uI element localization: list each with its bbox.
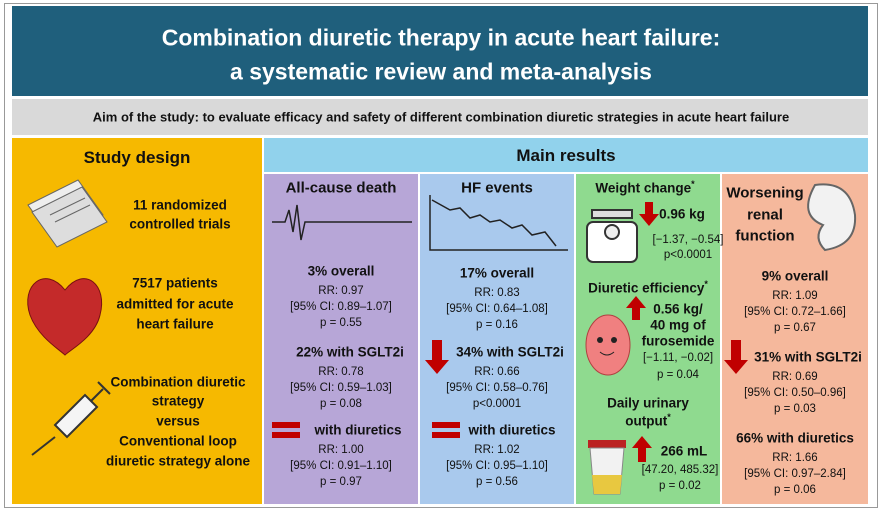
footnote-marker: * bbox=[691, 178, 695, 189]
equals-icon bbox=[432, 422, 460, 438]
result-line: [95% CI: 0.97–2.84] bbox=[744, 468, 846, 480]
study-item: Conventional loop bbox=[119, 433, 237, 449]
result-heading: furosemide bbox=[641, 333, 715, 349]
result-line: RR: 1.66 bbox=[772, 452, 818, 464]
result-heading: 9% overall bbox=[761, 268, 829, 284]
result-line: [95% CI: 0.58–0.76] bbox=[446, 382, 548, 394]
result-heading: 0.96 kg bbox=[659, 206, 705, 222]
result-heading: 34% with SGLT2i bbox=[456, 344, 564, 360]
down-arrow bbox=[639, 202, 659, 226]
result-heading: 40 mg of bbox=[650, 317, 706, 333]
study-item: diuretic strategy alone bbox=[105, 453, 251, 469]
section-title: Main results bbox=[516, 146, 616, 165]
result-line: [95% CI: 0.95–1.10] bbox=[446, 460, 548, 472]
down-arrow bbox=[425, 340, 449, 374]
kidney-icon bbox=[807, 183, 857, 252]
column-title: output* bbox=[625, 411, 671, 429]
result-line: p = 0.16 bbox=[476, 319, 518, 331]
result-line: RR: 1.09 bbox=[772, 290, 818, 302]
column-title: All-cause death bbox=[285, 179, 397, 197]
section-title: Study design bbox=[83, 148, 191, 167]
result-heading: with diuretics bbox=[468, 422, 556, 438]
result-line: [47.20, 485.32] bbox=[641, 464, 719, 476]
result-heading: 22% with SGLT2i bbox=[296, 344, 404, 360]
equals-icon bbox=[272, 422, 300, 438]
result-line: [95% CI: 0.72–1.66] bbox=[744, 306, 846, 318]
main-results-header bbox=[264, 138, 868, 172]
result-line: [−1.37, −0.54] bbox=[652, 234, 724, 246]
newspaper-icon bbox=[27, 179, 108, 248]
up-arrow bbox=[632, 436, 652, 462]
aim-bar bbox=[12, 99, 868, 135]
title-line: a systematic review and meta-analysis bbox=[230, 58, 652, 85]
result-line: [−1.11, −0.02] bbox=[642, 352, 714, 364]
result-line: RR: 0.78 bbox=[318, 366, 364, 378]
result-heading: 31% with SGLT2i bbox=[754, 349, 862, 365]
chart-line bbox=[431, 199, 557, 247]
footnote-marker: * bbox=[704, 278, 708, 289]
result-line: p = 0.02 bbox=[659, 480, 701, 492]
study-item: versus bbox=[156, 413, 200, 429]
study-item: heart failure bbox=[136, 316, 214, 332]
cup-icon bbox=[588, 440, 626, 495]
result-line: p<0.0001 bbox=[663, 249, 713, 261]
result-line: p = 0.06 bbox=[774, 484, 816, 496]
ecg-icon bbox=[272, 204, 412, 241]
column-title: Daily urinary bbox=[607, 395, 689, 411]
result-line: p = 0.56 bbox=[476, 476, 518, 488]
result-line: [95% CI: 0.50–0.96] bbox=[744, 387, 846, 399]
result-line: RR: 0.83 bbox=[474, 287, 520, 299]
footnote-marker: * bbox=[667, 411, 671, 422]
heart-icon bbox=[27, 278, 103, 356]
column-title: HF events bbox=[461, 179, 533, 197]
column-title: Weight change* bbox=[595, 178, 695, 196]
study-item: 11 randomized bbox=[133, 197, 227, 213]
syringe-icon bbox=[31, 381, 111, 456]
result-line: p = 0.08 bbox=[320, 398, 362, 410]
study-item: strategy bbox=[151, 393, 205, 409]
result-line: p = 0.97 bbox=[320, 476, 362, 488]
result-line: RR: 0.69 bbox=[772, 371, 818, 383]
result-line: RR: 1.02 bbox=[474, 444, 520, 456]
column-hf bbox=[420, 174, 574, 504]
result-line: p<0.0001 bbox=[472, 398, 522, 410]
study-item: controlled trials bbox=[129, 216, 231, 232]
scale-icon bbox=[586, 209, 638, 263]
study-item: admitted for acute bbox=[116, 296, 234, 312]
result-line: RR: 0.66 bbox=[474, 366, 520, 378]
result-line: [95% CI: 0.64–1.08] bbox=[446, 303, 548, 315]
header bbox=[12, 6, 868, 96]
result-line: RR: 1.00 bbox=[318, 444, 364, 456]
result-heading: 3% overall bbox=[307, 263, 375, 279]
result-line: RR: 0.97 bbox=[318, 285, 364, 297]
result-line: p = 0.67 bbox=[774, 322, 816, 334]
result-line: [95% CI: 0.59–1.03] bbox=[290, 382, 392, 394]
column-death bbox=[264, 174, 418, 504]
outer-border bbox=[4, 3, 878, 508]
kidney-icon bbox=[585, 314, 631, 376]
result-line: [95% CI: 0.91–1.10] bbox=[290, 460, 392, 472]
chart-axes bbox=[429, 195, 568, 251]
result-heading: 266 mL bbox=[660, 443, 708, 459]
result-heading: 17% overall bbox=[459, 265, 535, 281]
study-item: 7517 patients bbox=[132, 275, 218, 291]
result-line: p = 0.03 bbox=[774, 403, 816, 415]
aim-text: Aim of the study: to evaluate efficacy a… bbox=[92, 109, 790, 125]
up-arrow bbox=[626, 296, 646, 320]
result-heading: 66% with diuretics bbox=[736, 430, 854, 446]
down-arrow bbox=[724, 340, 748, 374]
result-line: [95% CI: 0.89–1.07] bbox=[290, 301, 392, 313]
column-title: Diuretic efficiency* bbox=[588, 278, 708, 296]
result-heading: 0.56 kg/ bbox=[653, 301, 703, 317]
result-line: p = 0.04 bbox=[657, 369, 699, 381]
title-line: Combination diuretic therapy in acute he… bbox=[161, 24, 721, 51]
result-heading: with diuretics bbox=[314, 422, 402, 438]
column-title: renal bbox=[747, 206, 783, 224]
result-line: p = 0.55 bbox=[320, 317, 362, 329]
study-item: Combination diuretic bbox=[110, 374, 246, 390]
column-title: function bbox=[735, 227, 795, 245]
column-title: Worsening bbox=[726, 184, 804, 202]
